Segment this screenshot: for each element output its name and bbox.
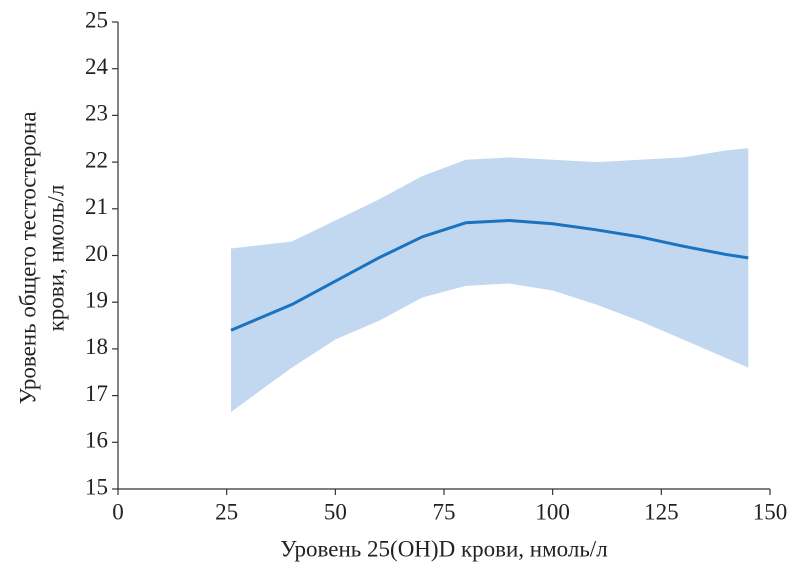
y-tick-label: 21	[85, 194, 108, 219]
confidence-band	[231, 148, 749, 412]
y-tick-label: 17	[85, 381, 108, 406]
y-tick-label: 18	[85, 334, 108, 359]
x-axis-label: Уровень 25(OH)D крови, нмоль/л	[280, 536, 607, 561]
x-tick-label: 125	[644, 499, 679, 524]
y-tick-label: 20	[85, 241, 108, 266]
y-tick-label: 23	[85, 101, 108, 126]
x-tick-label: 0	[112, 499, 124, 524]
y-tick-label: 25	[85, 7, 108, 32]
y-axis-label: Уровень общего тестостерона	[15, 112, 40, 405]
x-tick-label: 75	[433, 499, 456, 524]
line	[230, 218, 749, 332]
y-tick-label: 22	[85, 147, 108, 172]
y-tick-label: 19	[85, 287, 108, 312]
x-tick-label: 25	[215, 499, 238, 524]
y-tick-label: 24	[85, 54, 109, 79]
x-tick-label: 150	[753, 499, 788, 524]
y-axis-label: крови, нмоль/л	[43, 185, 68, 332]
x-tick-label: 100	[535, 499, 570, 524]
y-tick-label: 15	[85, 474, 108, 499]
x-tick-label: 50	[324, 499, 347, 524]
y-tick-label: 16	[85, 428, 108, 453]
